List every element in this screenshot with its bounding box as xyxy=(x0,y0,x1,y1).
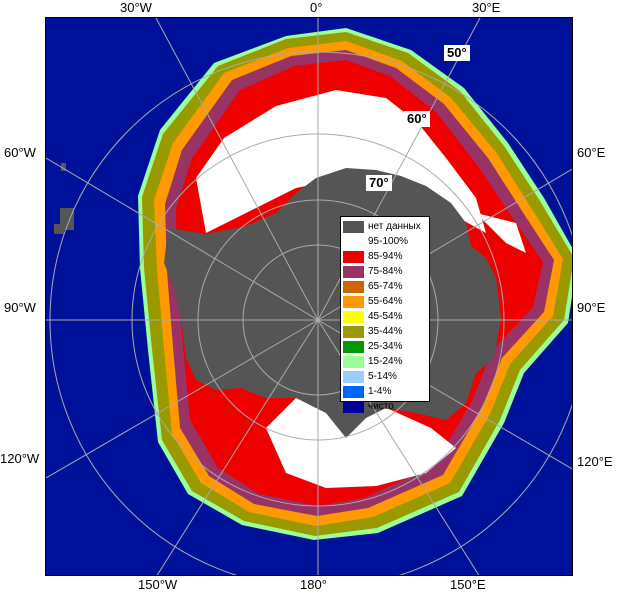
sea-ice-map xyxy=(46,18,572,575)
legend-item: 15-24% xyxy=(343,354,429,369)
lon-label-30w: 30°W xyxy=(120,0,152,15)
legend-swatch xyxy=(343,325,364,338)
map-frame xyxy=(45,17,573,576)
lat-label-70: 70° xyxy=(366,175,392,191)
lon-label-120w: 120°W xyxy=(0,451,40,466)
legend-swatch xyxy=(343,310,364,323)
meridian-150w xyxy=(156,319,319,575)
legend-item: 75-84% xyxy=(343,264,429,279)
legend-label: 35-44% xyxy=(368,325,403,337)
legend-label: 75-84% xyxy=(368,265,403,277)
legend-item: 95-100% xyxy=(343,234,429,249)
legend-swatch xyxy=(343,250,364,263)
legend-item: нет данных xyxy=(343,219,429,234)
legend-swatch xyxy=(343,280,364,293)
lon-label-60w: 60°W xyxy=(4,145,36,160)
legend-item: 5-14% xyxy=(343,369,429,384)
legend-label: 15-24% xyxy=(368,355,403,367)
lon-label-60e: 60°E xyxy=(577,145,606,160)
legend-label: 55-64% xyxy=(368,295,403,307)
legend-item: 65-74% xyxy=(343,279,429,294)
legend-label: 1-4% xyxy=(368,385,392,397)
legend-swatch xyxy=(343,400,364,413)
land-patch xyxy=(61,163,66,171)
legend-item: 55-64% xyxy=(343,294,429,309)
legend-swatch xyxy=(343,295,364,308)
legend-swatch xyxy=(343,235,364,248)
lat-label-50: 50° xyxy=(444,45,470,61)
legend-label: нет данных xyxy=(368,220,421,232)
lon-label-150e: 150°E xyxy=(450,577,486,592)
legend-label: 5-14% xyxy=(368,370,397,382)
legend-label: чисто xyxy=(368,400,394,412)
legend: нет данных 95-100% 85-94% 75-84% 65-74% 55-64… xyxy=(340,216,430,413)
meridian-60w xyxy=(46,157,319,321)
meridian-120w xyxy=(46,319,319,479)
land-patch xyxy=(54,224,64,234)
legend-item: 45-54% xyxy=(343,309,429,324)
legend-item: 35-44% xyxy=(343,324,429,339)
legend-label: 85-94% xyxy=(368,250,403,262)
legend-swatch xyxy=(343,265,364,278)
lat-label-60: 60° xyxy=(404,111,430,127)
legend-item: чисто xyxy=(343,399,429,414)
legend-item: 25-34% xyxy=(343,339,429,354)
lon-label-150w: 150°W xyxy=(138,577,178,592)
legend-swatch xyxy=(343,370,364,383)
legend-swatch xyxy=(343,385,364,398)
lon-label-90w: 90°W xyxy=(4,300,36,315)
legend-label: 25-34% xyxy=(368,340,403,352)
legend-swatch xyxy=(343,355,364,368)
legend-swatch xyxy=(343,220,364,233)
ice-band-95-100 xyxy=(476,213,526,253)
lon-label-30e: 30°E xyxy=(472,0,501,15)
legend-swatch xyxy=(343,340,364,353)
lon-label-120e: 120°E xyxy=(577,454,613,469)
legend-item: 1-4% xyxy=(343,384,429,399)
legend-item: 85-94% xyxy=(343,249,429,264)
legend-label: 95-100% xyxy=(368,235,409,247)
legend-label: 45-54% xyxy=(368,310,403,322)
lon-label-0: 0° xyxy=(310,0,323,15)
legend-label: 65-74% xyxy=(368,280,403,292)
meridian-30w xyxy=(155,18,319,321)
lon-label-90e: 90°E xyxy=(577,300,606,315)
lon-label-180: 180° xyxy=(300,577,327,592)
